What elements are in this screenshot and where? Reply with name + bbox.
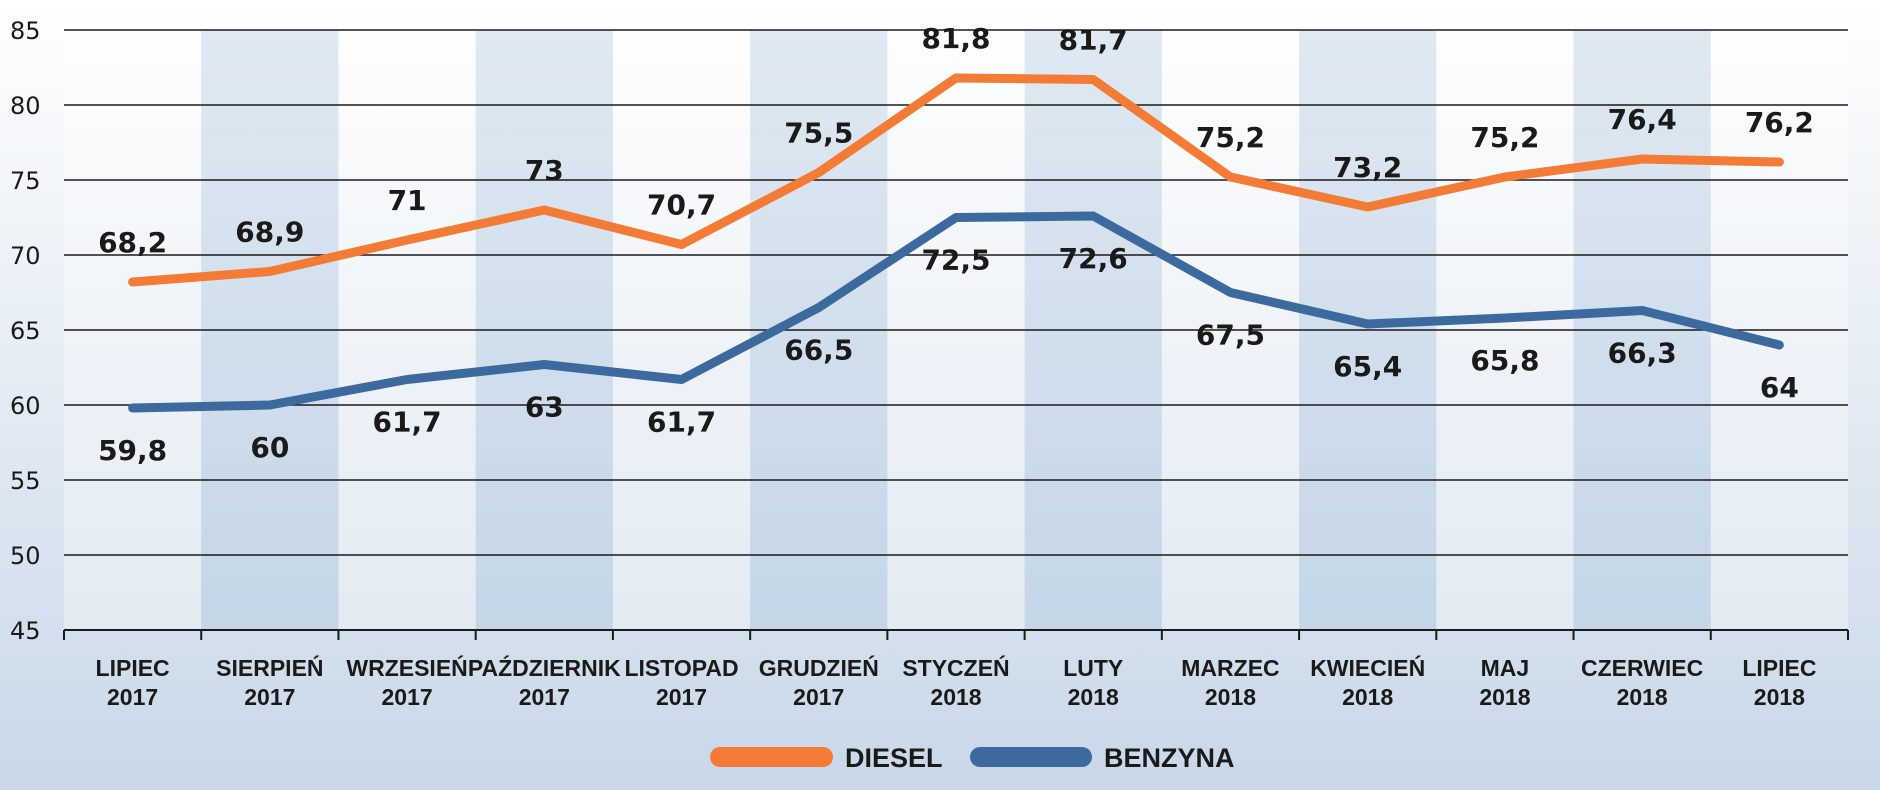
data-label: 75,2 [1470,121,1539,154]
x-tick-label: 2017 [656,684,707,710]
x-tick-label: LIPIEC [96,655,170,681]
y-tick-label: 50 [10,542,41,570]
data-label: 60 [250,431,289,464]
x-tick-label: 2017 [793,684,844,710]
data-label: 81,8 [921,22,990,55]
y-tick-label: 45 [10,617,41,645]
data-label: 75,2 [1196,121,1265,154]
x-tick-label: 2017 [107,684,158,710]
data-label: 68,9 [235,216,304,249]
x-tick-label: 2017 [244,684,295,710]
data-label: 66,5 [784,334,853,367]
data-label: 61,7 [647,406,716,439]
data-label: 59,8 [98,434,167,467]
x-tick-label: 2017 [519,684,570,710]
x-tick-label: PAŹDZIERNIK [468,654,621,681]
data-label: 67,5 [1196,319,1265,352]
data-label: 63 [525,391,564,424]
data-label: 76,2 [1745,106,1814,139]
data-label: 76,4 [1608,103,1677,136]
y-tick-label: 85 [10,17,41,45]
data-label: 64 [1760,371,1799,404]
x-tick-label: GRUDZIEŃ [759,654,879,681]
x-tick-label: KWIECIEŃ [1310,654,1425,681]
data-label: 73 [525,154,564,187]
data-label: 70,7 [647,189,716,222]
data-label: 72,5 [921,244,990,277]
data-label: 61,7 [373,406,442,439]
x-tick-label: 2018 [1754,684,1805,710]
x-tick-label: 2017 [381,684,432,710]
data-label: 73,2 [1333,151,1402,184]
y-tick-label: 65 [10,317,41,345]
x-tick-label: 2018 [930,684,981,710]
data-label: 66,3 [1608,337,1677,370]
data-label: 65,4 [1333,350,1402,383]
x-tick-label: 2018 [1479,684,1530,710]
x-tick-label: 2018 [1205,684,1256,710]
y-tick-label: 70 [10,242,41,270]
x-tick-label: LIPIEC [1742,655,1816,681]
y-tick-label: 55 [10,467,41,495]
data-label: 71 [388,184,427,217]
x-tick-label: MAJ [1481,655,1530,681]
data-label: 68,2 [98,226,167,259]
x-tick-label: LUTY [1063,655,1123,681]
x-tick-label: LISTOPAD [624,655,738,681]
data-label: 72,6 [1059,242,1128,275]
legend-label-benzyna: BENZYNA [1104,743,1235,773]
data-label: 65,8 [1470,344,1539,377]
y-tick-label: 75 [10,167,41,195]
x-tick-label: 2018 [1068,684,1119,710]
data-label: 81,7 [1059,24,1128,57]
data-label: 75,5 [784,117,853,150]
legend-label-diesel: DIESEL [845,743,943,773]
x-tick-label: MARZEC [1181,655,1279,681]
x-tick-label: CZERWIEC [1581,655,1703,681]
x-tick-label: 2018 [1342,684,1393,710]
x-tick-label: STYCZEŃ [902,654,1009,681]
x-tick-label: 2018 [1617,684,1668,710]
y-tick-label: 80 [10,92,41,120]
y-tick-label: 60 [10,392,41,420]
x-tick-label: WRZESIEŃ [346,654,467,681]
x-tick-label: SIERPIEŃ [216,654,323,681]
